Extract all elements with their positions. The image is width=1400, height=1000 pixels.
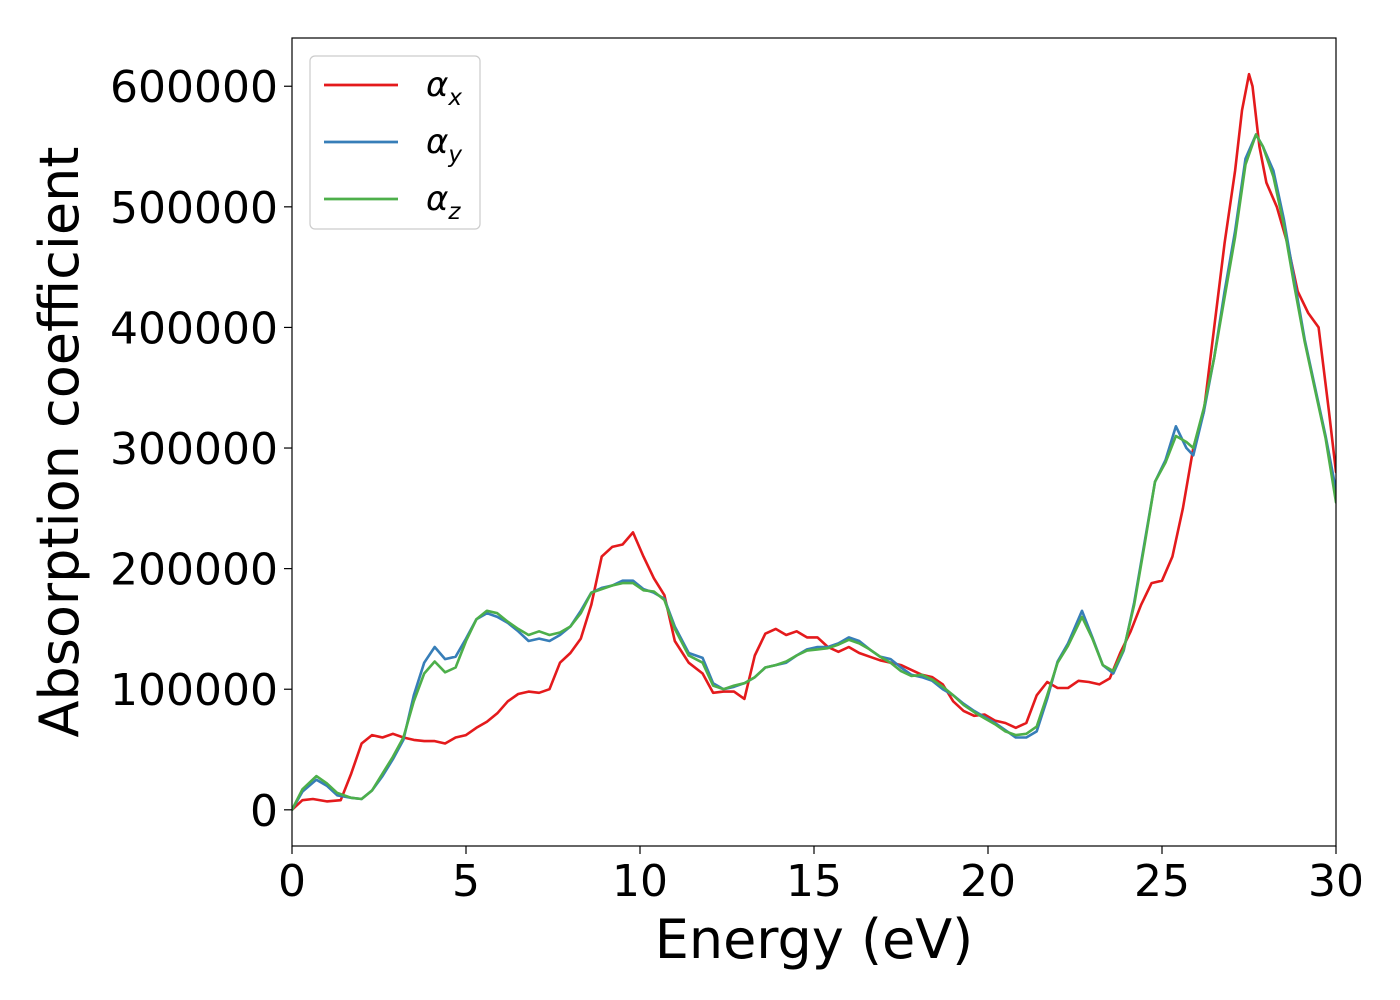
x-tick-label: 10: [612, 856, 668, 907]
series-layer: [292, 72, 1336, 812]
y-tick-label: 300000: [110, 424, 278, 475]
y-axis-label: Absorption coefficient: [28, 147, 91, 738]
y-tick-label: 200000: [110, 545, 278, 596]
x-tick-label: 20: [960, 856, 1016, 907]
legend-label-z: αz: [426, 179, 461, 225]
x-tick-label: 30: [1308, 856, 1364, 907]
series-line-y: [292, 133, 1336, 812]
x-tick-label: 25: [1134, 856, 1190, 907]
series-line-z: [292, 133, 1336, 812]
x-axis-label: Energy (eV): [655, 908, 974, 971]
x-tick-label: 5: [452, 856, 480, 907]
y-tick-label: 400000: [110, 303, 278, 354]
y-tick-label: 0: [250, 786, 278, 837]
x-axis-ticks: 0 5 10 15 20 25 30: [278, 846, 1364, 907]
y-axis-ticks: 0 100000 200000 300000 400000 500000 600000: [110, 62, 292, 837]
y-tick-label: 600000: [110, 62, 278, 113]
x-tick-label: 15: [786, 856, 842, 907]
y-tick-label: 500000: [110, 183, 278, 234]
series-line-x: [292, 72, 1336, 812]
x-tick-label: 0: [278, 856, 306, 907]
y-tick-label: 100000: [110, 665, 278, 716]
